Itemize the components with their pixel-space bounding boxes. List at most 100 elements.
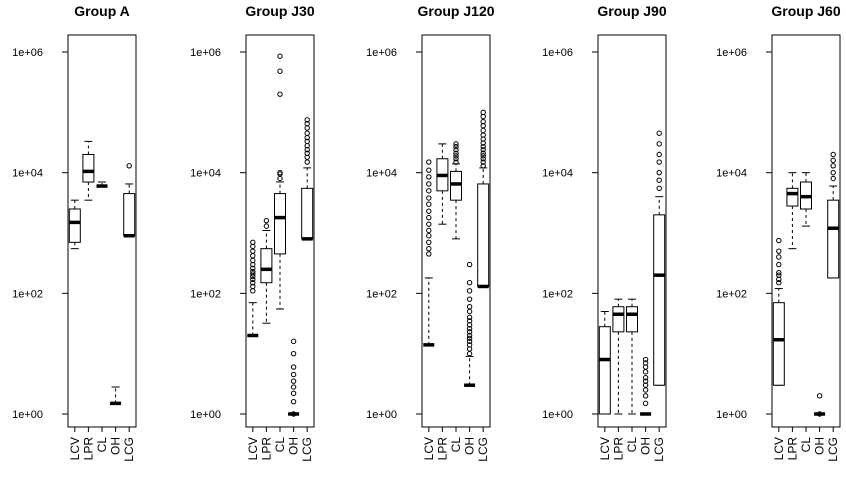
outlier-point	[290, 398, 297, 405]
outlier-point	[277, 175, 283, 182]
outlier-point	[263, 217, 270, 224]
x-tick-label: OH	[287, 437, 301, 455]
box-cl	[800, 172, 812, 227]
outlier-point	[466, 314, 473, 321]
x-tick-label: CL	[625, 437, 639, 453]
outlier-point	[290, 378, 297, 384]
x-tick-label: LPR	[81, 437, 95, 461]
panel-5: Group J60 1e+00 1e+02 1e+04 1e+06 LCV LPR CL OH L…	[716, 3, 841, 462]
outlier-point	[776, 248, 782, 254]
outlier-point	[426, 159, 432, 165]
outlier-point	[816, 411, 823, 417]
x-tick-label: LPR	[611, 437, 625, 461]
panel-title: Group J60	[771, 3, 840, 19]
panel-1: Group A 1e+00 1e+02 1e+04 1e+06 LCV LPR CL OH LCG	[12, 3, 137, 462]
x-tick-label: LPR	[259, 437, 273, 461]
x-tick-label: CL	[95, 437, 109, 453]
box-lpr	[260, 217, 273, 324]
outlier-point	[426, 167, 432, 173]
outlier-point	[426, 214, 432, 221]
outlier-point	[250, 253, 256, 259]
outlier-point	[642, 387, 649, 393]
outlier-point	[480, 153, 486, 159]
y-tick-label: 1e+04	[12, 168, 43, 180]
outlier-point	[426, 174, 432, 180]
y-tick-label: 1e+04	[190, 168, 221, 180]
outlier-point	[466, 350, 473, 357]
x-tick-label: CL	[449, 437, 463, 453]
outlier-point	[776, 261, 782, 268]
outlier-point	[656, 141, 662, 147]
x-tick-label: LCG	[300, 437, 314, 462]
outlier-point	[304, 117, 310, 123]
outlier-point	[480, 163, 486, 169]
box-oh	[814, 393, 826, 417]
panel-3: Group J120 1e+00 1e+02 1e+04 1e+06 LCV LPR CL OH…	[366, 3, 495, 462]
y-tick-label: 1e+00	[190, 409, 221, 421]
box-iqr	[598, 326, 611, 415]
outlier-point	[453, 150, 459, 156]
box-iqr	[612, 306, 625, 333]
outlier-point	[776, 254, 782, 260]
outlier-point	[480, 156, 486, 162]
outlier-point	[830, 175, 836, 182]
outlier-point	[426, 227, 432, 234]
outlier-point	[776, 237, 782, 244]
outlier-point	[250, 268, 256, 275]
outlier-point	[466, 335, 473, 341]
outlier-point	[426, 221, 432, 227]
y-tick-label: 1e+02	[542, 288, 573, 300]
box-iqr	[123, 193, 136, 237]
box-iqr	[827, 199, 840, 279]
outlier-point	[466, 261, 473, 268]
box-lpr	[786, 172, 799, 250]
outlier-point	[642, 360, 649, 366]
outlier-point	[126, 163, 132, 169]
outlier-point	[466, 304, 473, 310]
outlier-point	[290, 371, 297, 378]
outlier-point	[642, 369, 649, 375]
outlier-point	[304, 150, 310, 156]
y-tick-label: 1e+00	[542, 409, 573, 421]
outlier-point	[466, 329, 473, 335]
panel-title: Group A	[74, 3, 129, 19]
box-oh	[640, 356, 652, 416]
outlier-point	[816, 393, 823, 399]
box-cl	[450, 141, 462, 240]
outlier-point	[642, 378, 649, 384]
box-lcg	[653, 130, 666, 386]
outlier-point	[426, 208, 432, 214]
box-iqr	[68, 208, 81, 243]
x-tick-label: OH	[463, 437, 477, 455]
x-tick-label: LCG	[476, 437, 490, 462]
box-lpr	[436, 143, 449, 225]
outlier-point	[426, 195, 432, 201]
outlier-point	[466, 325, 473, 332]
outlier-point	[426, 188, 432, 194]
x-tick-label: LPR	[435, 437, 449, 461]
outlier-point	[480, 147, 486, 153]
outlier-point	[642, 400, 649, 407]
panel-title: Group J90	[597, 3, 666, 19]
outlier-point	[480, 109, 486, 116]
box-iqr	[477, 183, 490, 287]
x-tick-label: OH	[813, 437, 827, 455]
outlier-point	[466, 338, 473, 345]
outlier-point	[480, 150, 486, 156]
outlier-point	[453, 143, 459, 150]
outlier-point	[304, 125, 310, 131]
outlier-point	[830, 163, 836, 169]
box-oh	[288, 338, 300, 417]
box-lcg	[477, 109, 490, 289]
box-lcg	[301, 117, 314, 241]
y-tick-label: 1e+06	[716, 47, 747, 59]
y-tick-label: 1e+00	[716, 409, 747, 421]
outlier-point	[290, 338, 297, 345]
box-iqr	[260, 248, 273, 284]
outlier-point	[830, 169, 836, 176]
x-tick-label: LPR	[785, 437, 799, 461]
box-lcv	[68, 199, 81, 250]
panel-2: Group J30 1e+00 1e+02 1e+04 1e+06 LCV LPR CL OH L…	[190, 3, 315, 462]
x-tick-label: LCV	[772, 437, 786, 460]
y-tick-label: 1e+02	[12, 288, 43, 300]
